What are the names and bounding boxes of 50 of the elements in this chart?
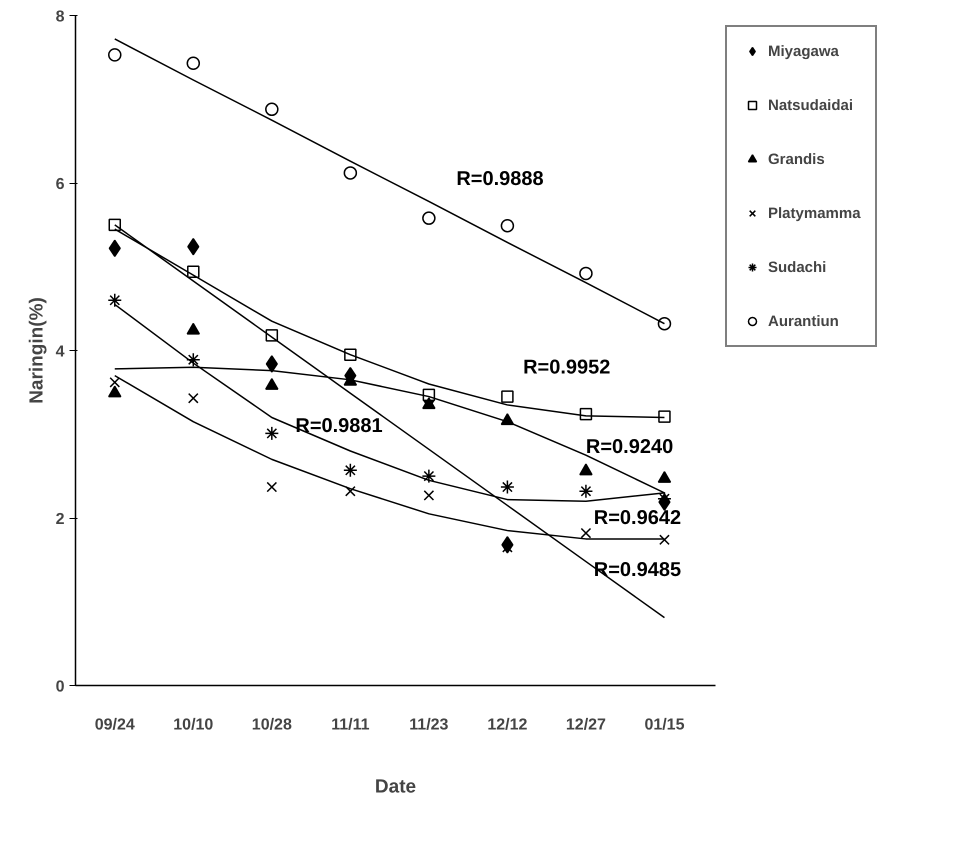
y-axis-title: Naringin(%) (26, 297, 48, 404)
x-tick-label: 12/27 (566, 716, 606, 734)
point (658, 410, 671, 423)
point (343, 463, 358, 478)
x-tick-label: 09/24 (94, 716, 135, 734)
x-tick-label: 11/23 (409, 716, 449, 734)
point (578, 484, 594, 498)
annotation: R=0.9881 (295, 414, 383, 437)
point (658, 316, 672, 330)
y-tick-label: 2 (56, 511, 65, 528)
x-tick-label: 10/10 (173, 716, 214, 734)
point (109, 376, 120, 388)
y-tick-label: 8 (56, 8, 65, 26)
point (500, 218, 514, 232)
annotation: R=0.9485 (594, 558, 682, 581)
x-tick-label: 10/28 (252, 716, 292, 734)
y-tick-label: 4 (56, 344, 65, 360)
point (345, 486, 356, 497)
point (264, 426, 280, 441)
x-tick-label: 12/12 (487, 716, 528, 734)
point (424, 490, 434, 501)
y-tick-label: 0 (56, 678, 65, 696)
point (580, 528, 592, 538)
x-axis-title: Date (374, 776, 416, 798)
annotation: R=0.9642 (594, 507, 682, 529)
legend-label: Sudachi (768, 258, 826, 276)
point (422, 211, 436, 225)
x-tick-label: 01/15 (644, 716, 685, 734)
legend-label: Grandis (768, 150, 825, 168)
point (500, 480, 515, 494)
point (422, 468, 436, 484)
point (266, 482, 278, 492)
point (344, 166, 358, 180)
annotation: R=0.9952 (523, 356, 610, 378)
point (659, 534, 670, 546)
y-tick-label: 6 (56, 176, 65, 193)
point (579, 266, 593, 280)
legend-label: Miyagawa (768, 42, 839, 60)
point (108, 48, 122, 62)
point (501, 390, 514, 403)
legend-label: Platymamma (768, 204, 861, 222)
point (265, 102, 279, 116)
point (186, 56, 200, 70)
annotation: R=0.9240 (586, 436, 674, 458)
legend-label: Aurantiun (768, 312, 839, 330)
annotation: R=0.9888 (456, 168, 544, 190)
point (188, 392, 199, 404)
legend-label: Natsudaidai (768, 96, 854, 114)
point (186, 352, 201, 367)
x-tick-label: 11/11 (331, 716, 370, 734)
